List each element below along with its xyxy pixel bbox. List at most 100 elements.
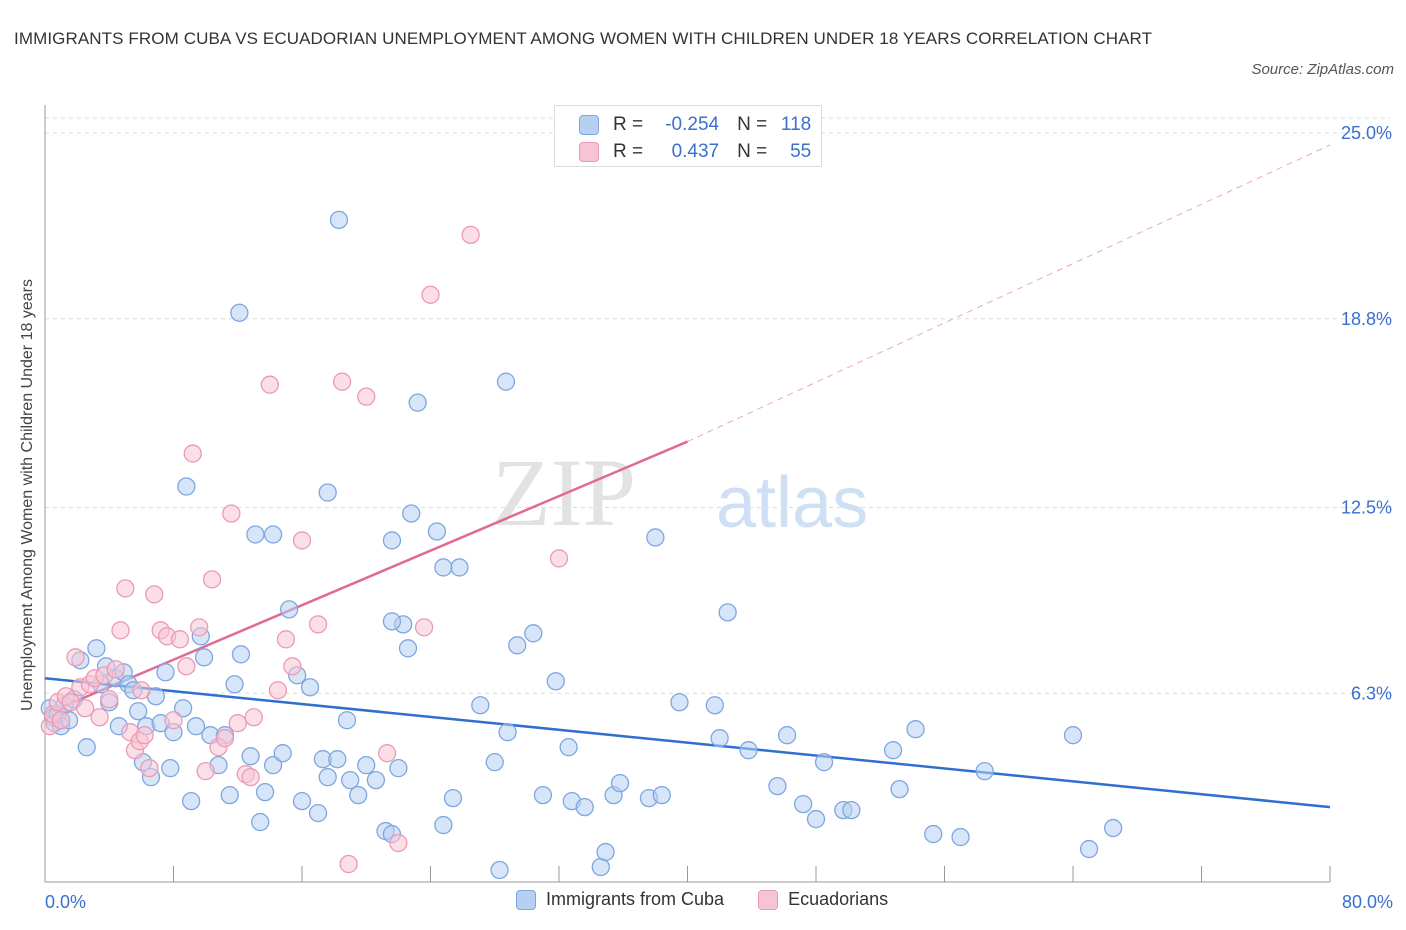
source-label: Source: ZipAtlas.com	[1251, 61, 1394, 78]
cuba-point	[328, 750, 347, 769]
stats-row-cuba: R = -0.254 N = 118	[579, 114, 811, 136]
cuba-point	[349, 785, 368, 805]
ecuadorian-point	[106, 660, 125, 679]
ecuadorian-point	[170, 630, 190, 649]
cuba-point	[402, 504, 421, 523]
axes	[44, 105, 1331, 883]
ecuadorian-point	[461, 225, 480, 245]
stats-legend: R = -0.254 N = 118 R = 0.437 N = 55	[554, 105, 822, 167]
legend-label-cuba: Immigrants from Cuba	[546, 889, 725, 909]
ecuadorian-point	[111, 621, 130, 640]
ecuadorian-point	[421, 285, 440, 304]
cuba-swatch	[579, 115, 599, 135]
cuba-point	[263, 756, 283, 775]
y-tick-label: 18.8%	[1341, 309, 1392, 329]
cuba-point	[533, 785, 553, 805]
ecuadorian-point	[116, 579, 135, 598]
ecuadorian-point	[222, 504, 241, 523]
cuba-point	[382, 531, 402, 550]
ecuadorian-point	[283, 657, 302, 676]
ecuadorian-point	[190, 618, 209, 637]
cuba-point	[366, 770, 386, 790]
cuba-point	[710, 729, 729, 748]
cuba-point	[263, 525, 283, 544]
ecuadorian-point	[357, 387, 376, 406]
ecuadorian-point	[100, 690, 119, 709]
ecuadorian-point	[333, 372, 352, 391]
cuba-point	[496, 372, 516, 391]
cuba-point	[508, 636, 527, 655]
cuba-point	[329, 210, 349, 230]
gridlines	[45, 117, 1390, 694]
ecuadorian-point	[90, 708, 109, 727]
ecuadorian-point	[260, 375, 280, 394]
ecuadorian-point	[414, 618, 434, 637]
cuba-point	[768, 776, 787, 796]
cuba-point	[646, 528, 665, 547]
n-value: 118	[780, 114, 812, 135]
cuba-point	[337, 711, 357, 730]
ecuadorian-point	[268, 681, 288, 700]
cuba-point	[161, 759, 180, 778]
cuba-point	[251, 812, 270, 832]
cuba-point	[777, 726, 797, 745]
cuba-point	[890, 779, 909, 799]
cuba-point	[1063, 726, 1083, 745]
cuba-point	[1104, 818, 1123, 838]
legend-label-ecuadorians: Ecuadorians	[788, 889, 889, 909]
cuba-point	[182, 791, 201, 811]
cuba-point	[498, 723, 517, 742]
cuba-point	[524, 624, 543, 643]
cuba-point	[246, 525, 265, 544]
watermark-atlas: atlas	[716, 463, 868, 543]
cuba-point	[546, 672, 565, 691]
n-label: N =	[737, 141, 768, 162]
cuba-trend-line	[44, 677, 1331, 809]
cuba-point	[408, 393, 427, 412]
y-tick-label: 12.5%	[1341, 498, 1392, 518]
ecuadorian-point	[164, 711, 183, 730]
ecuadorians-legend-swatch	[758, 889, 779, 910]
cuba-point	[434, 815, 453, 835]
cuba-point	[490, 860, 509, 880]
ecuadorian-trend-line	[44, 440, 688, 716]
cuba-point	[177, 477, 196, 496]
cuba-point	[1079, 839, 1099, 859]
cuba-point	[596, 842, 615, 862]
ecuadorian-trend-extension	[687, 144, 1331, 443]
series-legend: Immigrants from Cuba Ecuadorians	[516, 889, 922, 910]
ecuadorian-point	[76, 699, 95, 718]
ecuadorian-point	[177, 657, 196, 676]
cuba-point	[273, 744, 292, 763]
cuba-point	[975, 761, 994, 781]
r-label: R =	[613, 141, 644, 162]
data-points	[40, 210, 1123, 880]
cuba-point	[300, 678, 320, 697]
ecuadorian-point	[241, 767, 260, 787]
cuba-point	[652, 785, 671, 805]
cuba-point	[231, 645, 251, 664]
y-tick-label: 6.3%	[1351, 683, 1392, 703]
cuba-point	[186, 717, 206, 736]
cuba-point	[318, 483, 337, 502]
y-tick-label: 25.0%	[1341, 123, 1392, 143]
n-label: N =	[737, 114, 768, 135]
ecuadorian-point	[140, 759, 159, 778]
legend-item-cuba[interactable]: Immigrants from Cuba	[516, 889, 724, 910]
cuba-point	[434, 558, 453, 577]
cuba-point	[670, 693, 689, 712]
cuba-point	[308, 803, 328, 823]
ecuadorian-point	[66, 648, 85, 667]
r-value: 0.437	[671, 141, 720, 162]
cuba-point	[814, 753, 834, 772]
cuba-point	[382, 612, 402, 631]
cuba-point	[794, 794, 813, 814]
cuba-point	[129, 702, 148, 721]
ecuadorian-point	[549, 549, 569, 568]
ecuadorian-point	[135, 726, 154, 745]
cuba-point	[77, 738, 96, 757]
legend-item-ecuadorians[interactable]: Ecuadorians	[758, 889, 888, 910]
cuba-point	[427, 522, 447, 541]
ecuadorian-point	[145, 585, 164, 604]
